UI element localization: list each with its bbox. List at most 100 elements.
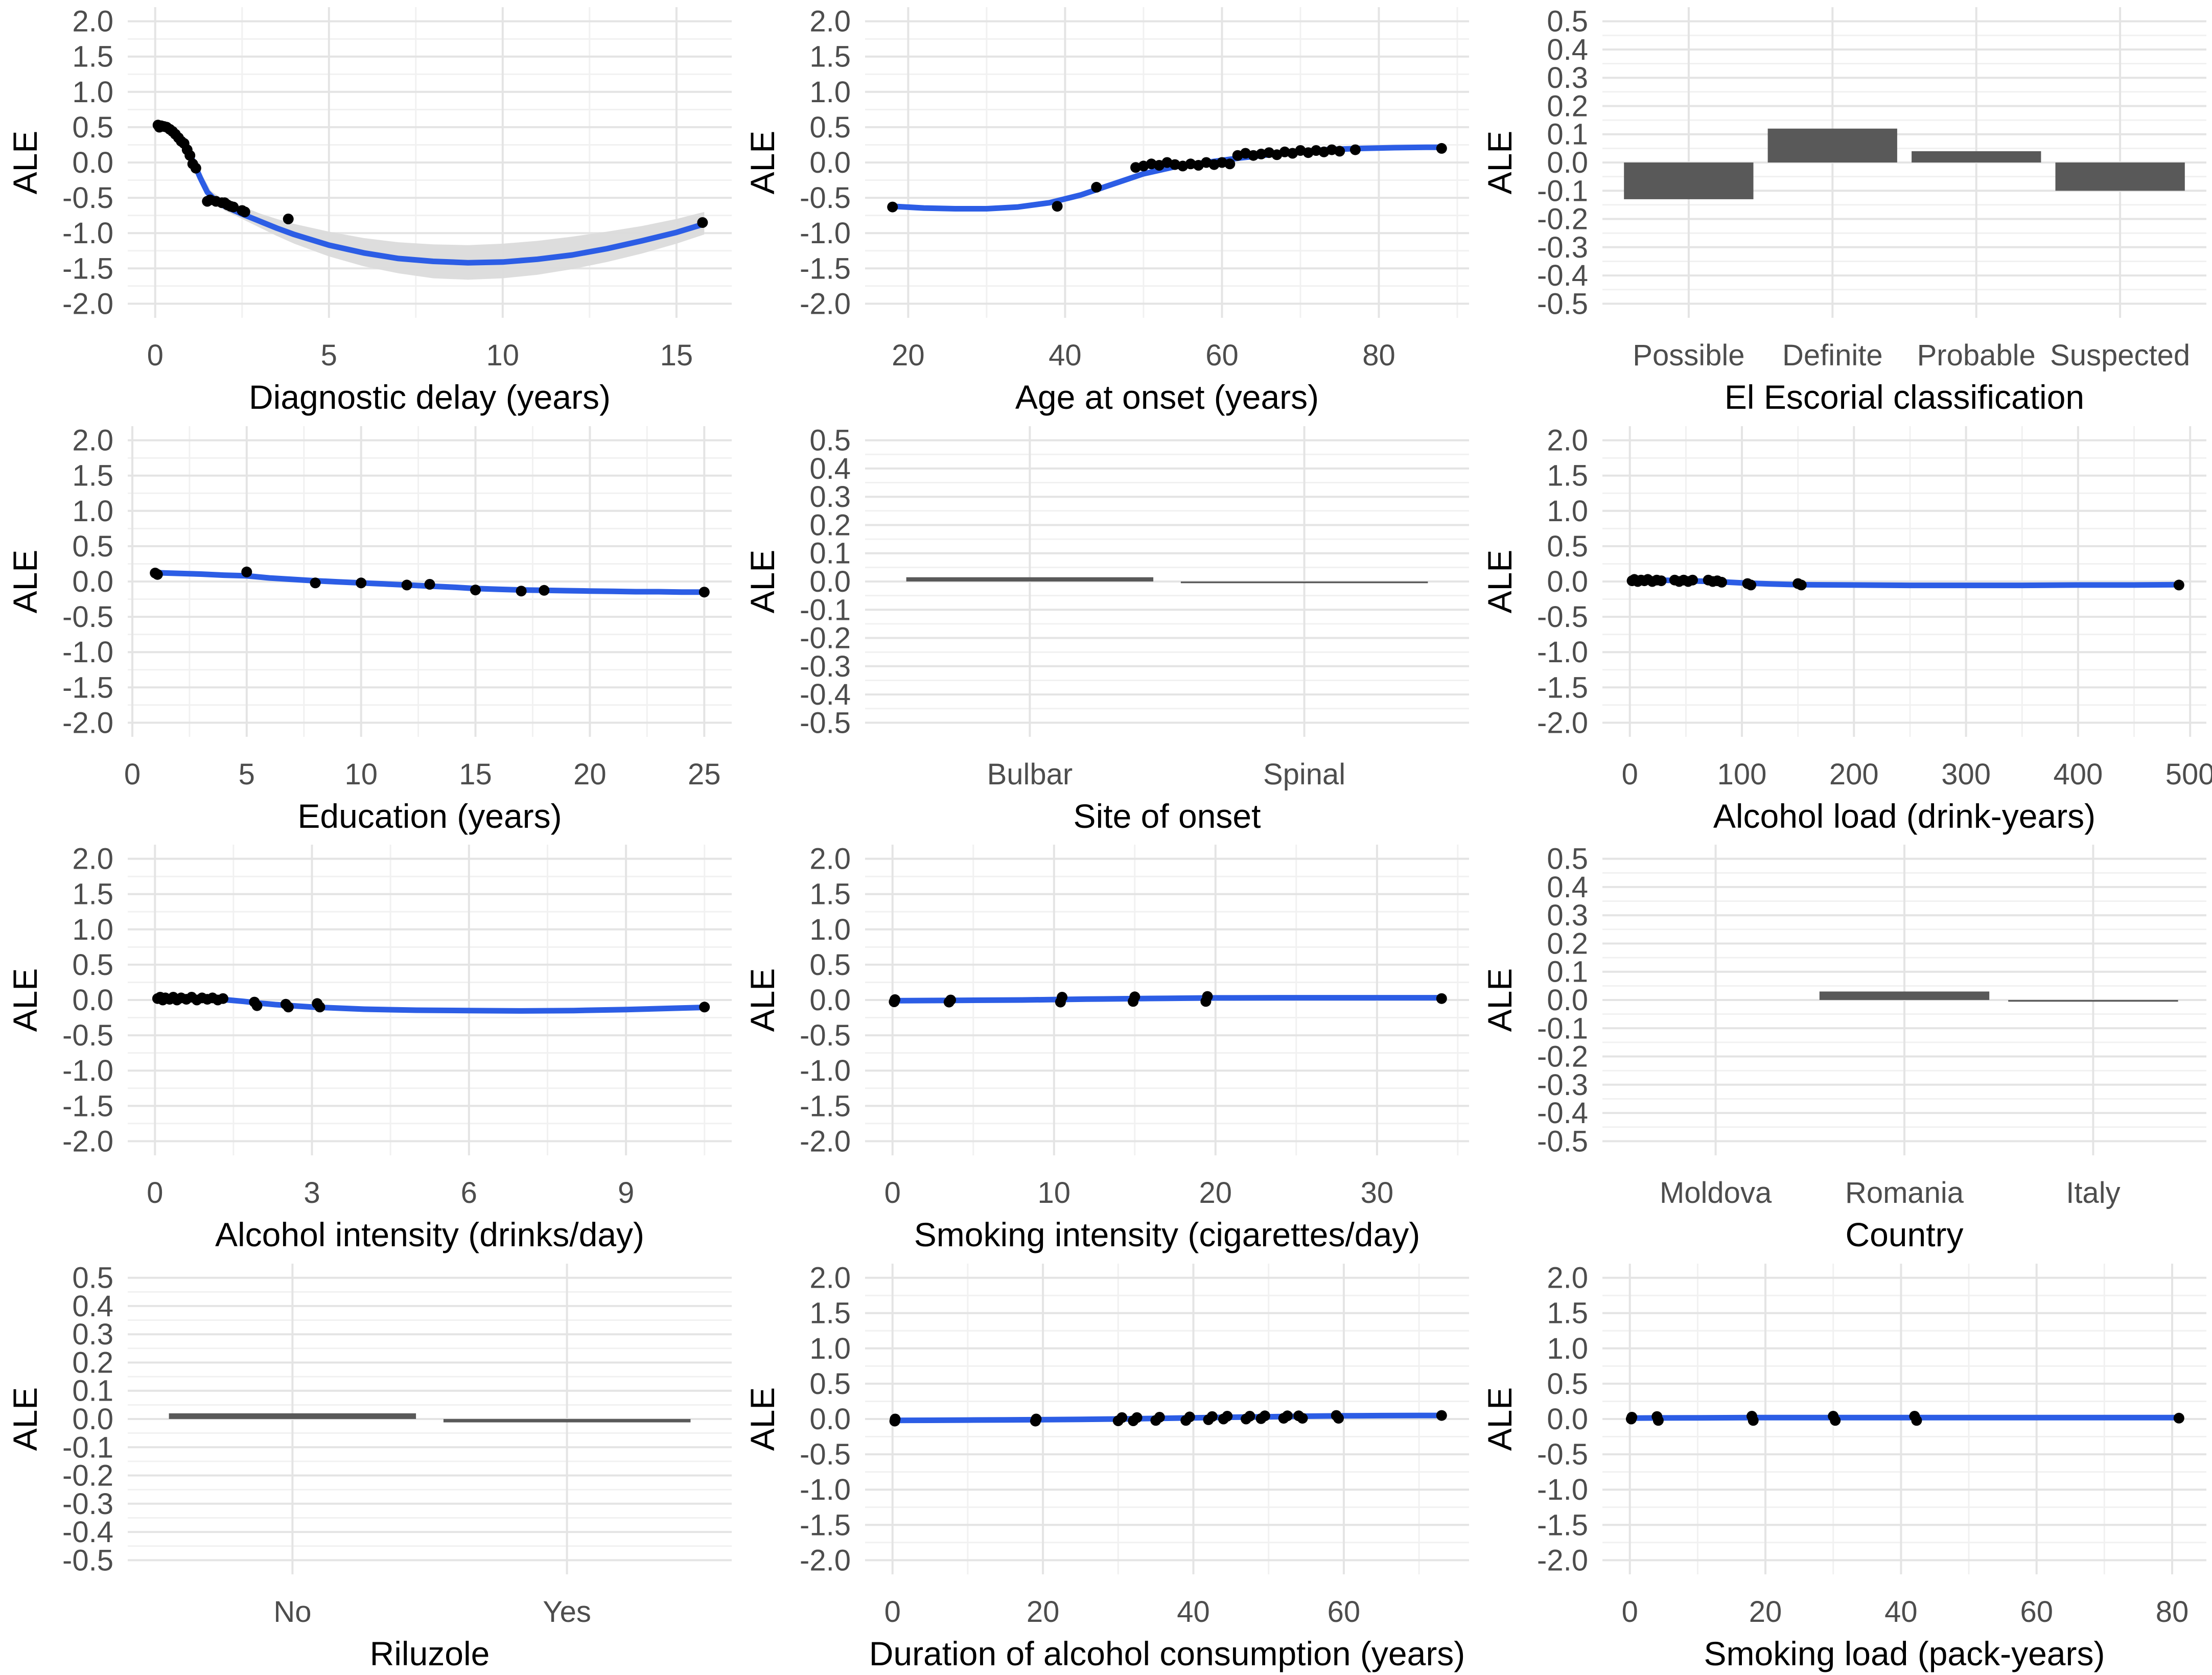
panel-riluzole: 0.5 0.4 0.3 0.2 0.1 0.0 -0.1 -0.2 -0.3 -0.4 -0.5 No… (0, 1256, 737, 1675)
panel-smoking-intensity: 2.0 1.5 1.0 0.5 0.0 -0.5 -1.0 -1.5 -2.0 0 10 20 30 Sm… (737, 838, 1475, 1257)
svg-text:0.0: 0.0 (1547, 984, 1588, 1017)
x-axis-title: Alcohol load (drink-years) (1713, 797, 2095, 835)
gridlines-major (128, 845, 732, 1155)
ale-bar (1180, 581, 1428, 583)
svg-text:-1.0: -1.0 (800, 217, 851, 250)
svg-text:10: 10 (1038, 1176, 1071, 1209)
svg-text:-0.4: -0.4 (800, 678, 851, 711)
svg-text:0.0: 0.0 (72, 565, 113, 598)
svg-text:2.0: 2.0 (72, 424, 113, 457)
svg-text:-1.0: -1.0 (62, 636, 113, 669)
svg-text:-1.0: -1.0 (1537, 636, 1588, 669)
svg-text:-0.1: -0.1 (62, 1431, 113, 1464)
svg-text:1.5: 1.5 (72, 459, 113, 492)
chart-canvas-alcohol-load: 2.01.51.00.50.0-0.5-1.0-1.5-2.0 0 100 200 30… (1481, 424, 2212, 835)
panel-el-escorial: 0.5 0.4 0.3 0.2 0.1 0.0 -0.1 -0.2 -0.3 -0.4 -0.5 Po… (1475, 0, 2212, 419)
chart-canvas-alcohol-intensity: 2.01.51.00.50.0-0.5-1.0-1.5-2.0 0 3 6 9 Alcoh… (6, 843, 732, 1253)
svg-text:0: 0 (1622, 1595, 1638, 1629)
svg-text:-0.5: -0.5 (800, 181, 851, 215)
svg-text:-0.5: -0.5 (800, 1438, 851, 1471)
svg-text:100: 100 (1717, 758, 1767, 791)
svg-text:-1.5: -1.5 (62, 671, 113, 704)
svg-text:-1.5: -1.5 (1537, 671, 1588, 704)
svg-text:3: 3 (304, 1176, 320, 1209)
svg-text:Italy: Italy (2066, 1176, 2120, 1209)
svg-text:-1.0: -1.0 (1537, 1473, 1588, 1506)
svg-text:60: 60 (2020, 1595, 2053, 1629)
x-axis-tick-labels: 0 3 6 9 (147, 1176, 634, 1209)
svg-text:-2.0: -2.0 (62, 706, 113, 739)
svg-text:2.0: 2.0 (72, 843, 113, 876)
svg-text:1.0: 1.0 (809, 1332, 851, 1365)
svg-text:60: 60 (1328, 1595, 1361, 1629)
svg-text:0.0: 0.0 (1547, 1403, 1588, 1436)
gridlines-major (865, 426, 1469, 737)
svg-text:Bulbar: Bulbar (987, 758, 1073, 791)
svg-text:-0.5: -0.5 (1537, 1438, 1588, 1471)
svg-text:0.1: 0.1 (72, 1374, 113, 1407)
svg-text:2.0: 2.0 (809, 1261, 851, 1294)
y-axis-title: ALE (6, 131, 44, 195)
svg-text:Suspected: Suspected (2050, 339, 2190, 372)
svg-text:0.1: 0.1 (1547, 956, 1588, 989)
svg-text:0.4: 0.4 (1547, 871, 1588, 904)
x-axis-title: Riluzole (370, 1635, 490, 1672)
x-axis-title: Diagnostic delay (years) (249, 378, 611, 416)
svg-text:0.0: 0.0 (72, 984, 113, 1017)
x-axis-tick-labels: 0 100 200 300 400 500 (1622, 758, 2212, 791)
svg-text:-0.5: -0.5 (62, 1544, 113, 1577)
y-axis-tick-labels: 2.01.51.00.50.0-0.5-1.0-1.5-2.0 (62, 843, 113, 1158)
x-axis-tick-labels: 0 5 10 15 20 25 (124, 758, 721, 791)
x-axis-title: Alcohol intensity (drinks/day) (215, 1216, 644, 1253)
x-axis-tick-labels: Moldova Romania Italy (1660, 1176, 2121, 1209)
y-axis-tick-labels: 2.01.51.00.50.0-0.5-1.0-1.5-2.0 (62, 5, 113, 321)
svg-text:0.5: 0.5 (1547, 5, 1588, 38)
svg-text:-1.0: -1.0 (62, 1054, 113, 1087)
panel-country: 0.5 0.4 0.3 0.2 0.1 0.0 -0.1 -0.2 -0.3 -0.4 -0.5 Mo… (1475, 838, 2212, 1257)
ale-line (1628, 1414, 2182, 1421)
svg-text:-0.3: -0.3 (800, 649, 851, 683)
svg-text:Moldova: Moldova (1660, 1176, 1772, 1209)
x-axis-title: Smoking load (pack-years) (1704, 1635, 2105, 1672)
svg-text:0.5: 0.5 (809, 948, 851, 982)
gridlines-major (128, 426, 732, 737)
ale-points (150, 566, 710, 597)
y-axis-title: ALE (743, 968, 781, 1032)
svg-text:-0.2: -0.2 (1537, 203, 1588, 236)
x-axis-tick-labels: No Yes (273, 1595, 591, 1629)
svg-text:0.0: 0.0 (809, 1403, 851, 1436)
svg-text:0.2: 0.2 (1547, 90, 1588, 123)
svg-text:20: 20 (573, 758, 607, 791)
chart-canvas-riluzole: 0.50.40.30.20.10.0-0.1-0.2-0.3-0.4-0.5 No… (6, 1261, 732, 1672)
svg-text:-0.5: -0.5 (1537, 287, 1588, 320)
svg-text:20: 20 (1027, 1595, 1060, 1629)
ale-bar (1767, 128, 1897, 162)
svg-text:40: 40 (1884, 1595, 1918, 1629)
x-axis-title: Site of onset (1074, 797, 1261, 835)
chart-canvas-duration-alcohol: 2.01.51.00.50.0-0.5-1.0-1.5-2.0 0 20 40 60 Du… (743, 1261, 1469, 1672)
svg-text:1.0: 1.0 (1547, 1332, 1588, 1365)
svg-text:-0.3: -0.3 (62, 1487, 113, 1520)
panel-duration-alcohol: 2.0 1.5 1.0 0.5 0.0 -0.5 -1.0 -1.5 -2.0 0 20 40 60 Du… (737, 1256, 1475, 1675)
x-axis-tick-labels: 0 5 10 15 (147, 339, 693, 372)
ale-line (891, 995, 1445, 1004)
y-axis-tick-labels: 2.01.51.00.50.0-0.5-1.0-1.5-2.0 (1537, 424, 1588, 739)
ale-bar (443, 1418, 691, 1423)
y-axis-title: ALE (6, 549, 44, 613)
svg-text:1.5: 1.5 (1547, 1296, 1588, 1330)
svg-text:-1.5: -1.5 (800, 1508, 851, 1542)
svg-text:0.2: 0.2 (809, 508, 851, 542)
svg-text:15: 15 (660, 339, 693, 372)
svg-text:1.0: 1.0 (1547, 494, 1588, 527)
svg-text:500: 500 (2166, 758, 2212, 791)
svg-text:0: 0 (147, 339, 164, 372)
svg-text:-1.5: -1.5 (800, 252, 851, 285)
chart-canvas-age-at-onset: 2.01.51.00.50.0-0.5-1.0-1.5-2.0 20 40 60 80 A… (743, 5, 1469, 416)
panel-diagnostic-delay: 2.0 1.5 1.0 0.5 0.0 -0.5 -1.0 -1.5 -2.0 0 5 10 15 Dia… (0, 0, 737, 419)
ale-bars (169, 1413, 691, 1423)
ale-line (891, 1412, 1445, 1423)
svg-text:20: 20 (1749, 1595, 1782, 1629)
x-axis-title: Age at onset (years) (1015, 378, 1319, 416)
svg-text:-2.0: -2.0 (1537, 1544, 1588, 1577)
